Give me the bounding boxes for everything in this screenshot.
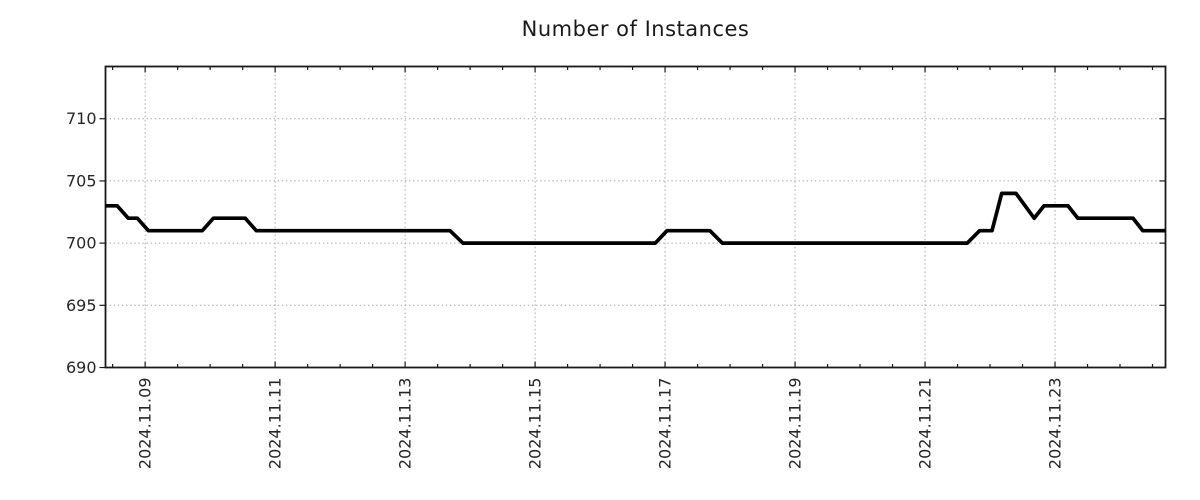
y-tick-label: 690 (66, 358, 97, 377)
y-tick-label: 705 (66, 171, 97, 190)
x-tick-label: 2024.11.17 (656, 378, 675, 470)
x-tick-label: 2024.11.11 (266, 378, 285, 470)
chart-title: Number of Instances (521, 17, 750, 41)
y-tick-label: 700 (66, 234, 97, 253)
series-line (105, 191, 1166, 245)
x-tick-label: 2024.11.19 (786, 378, 805, 470)
y-tick-label: 710 (66, 109, 97, 128)
x-tick-label: 2024.11.21 (916, 378, 935, 470)
x-tick-label: 2024.11.15 (526, 378, 545, 470)
x-tick-label: 2024.11.13 (396, 378, 415, 470)
x-tick-label: 2024.11.23 (1046, 378, 1065, 470)
y-tick-label: 695 (66, 296, 97, 315)
plot-border (104, 65, 1167, 369)
x-tick-label: 2024.11.09 (136, 378, 155, 470)
